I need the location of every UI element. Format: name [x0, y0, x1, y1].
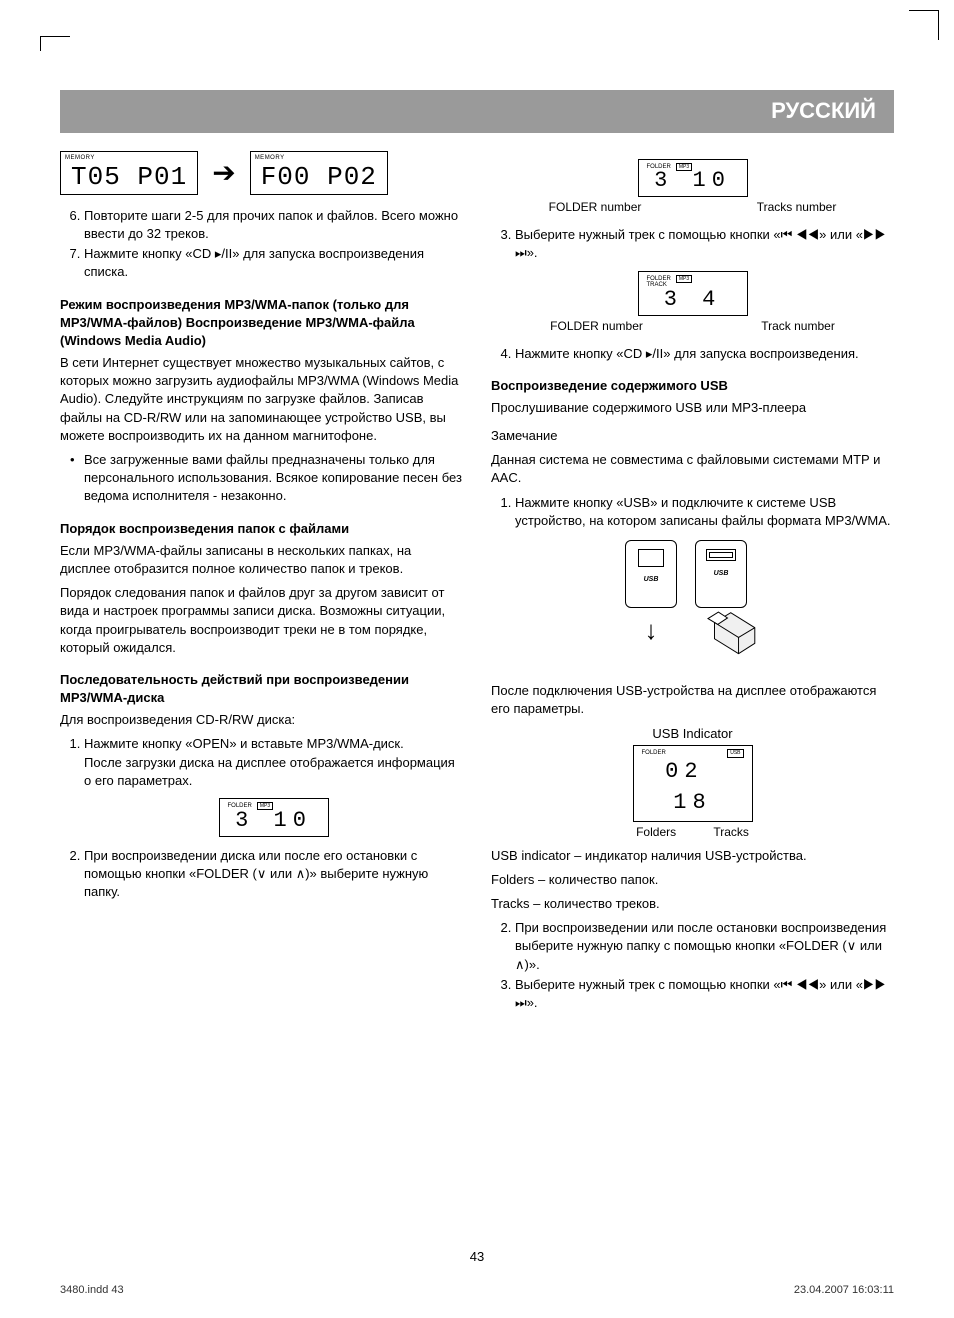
lcd-caption: FOLDER number Track number — [491, 318, 894, 335]
note-text: Данная система не совместима с файловыми… — [491, 451, 894, 487]
list-step3: Выберите нужный трек с помощью кнопки «⏮… — [491, 226, 894, 262]
definition: USB indicator – индикатор наличия USB-ус… — [491, 847, 894, 865]
list-item: Выберите нужный трек с помощью кнопки «⏮… — [515, 976, 894, 1012]
heading-folder-order: Порядок воспроизведения папок с файлами — [60, 520, 463, 538]
lcd-digits-left: T05 P01 — [71, 164, 187, 190]
arrow-right-icon: ➔ — [212, 159, 235, 187]
usb-port-closed: USB — [625, 540, 677, 608]
list-item: Нажмите кнопку «OPEN» и вставьте MP3/WMA… — [84, 735, 463, 836]
lcd-small: FOLDER MP3 3 10 — [219, 798, 329, 837]
list-item: Нажмите кнопку «USB» и подключите к сист… — [515, 494, 894, 530]
lcd-digits: 3 10 — [647, 170, 739, 192]
lcd-small: FOLDER MP3 3 10 — [638, 159, 748, 198]
list-item: Повторите шаги 2-5 для прочих папок и фа… — [84, 207, 463, 243]
lcd-memory-row: MEMORY T05 P01 ➔ MEMORY F00 P02 — [60, 151, 463, 195]
footer: 3480.indd 43 23.04.2007 16:03:11 — [60, 1283, 894, 1298]
caption-folder: FOLDER number — [549, 199, 642, 216]
heading-mp3-mode: Режим воспроизведения MP3/WMA-папок (тол… — [60, 296, 463, 351]
paragraph: Если MP3/WMA-файлы записаны в нескольких… — [60, 542, 463, 578]
usb-indicator-title: USB Indicator — [491, 725, 894, 743]
usb-slot-open-icon — [706, 549, 736, 561]
list-item: При воспроизведении или после остановки … — [515, 919, 894, 974]
header-language: РУССКИЙ — [771, 98, 876, 123]
paragraph: В сети Интернет существует множество муз… — [60, 354, 463, 445]
list-usb-steps-2-3: При воспроизведении или после остановки … — [491, 919, 894, 1012]
caption-folder: FOLDER number — [550, 318, 643, 335]
usb-port-open-group: USB — [695, 540, 760, 668]
text: Нажмите кнопку «OPEN» и вставьте MP3/WMA… — [84, 736, 404, 751]
list-steps-6-7: Повторите шаги 2-5 для прочих папок и фа… — [60, 207, 463, 282]
lcd-memory-right: MEMORY F00 P02 — [250, 151, 388, 195]
caption-folders: Folders — [636, 824, 676, 841]
paragraph: Для воспроизведения CD-R/RW диска: — [60, 711, 463, 729]
header-bar: РУССКИЙ — [60, 90, 894, 133]
lcd-label-mp3: MP3 — [676, 275, 692, 283]
lcd-memory-left: MEMORY T05 P01 — [60, 151, 198, 195]
lcd-label-memory: MEMORY — [65, 154, 95, 162]
footer-file: 3480.indd 43 — [60, 1283, 124, 1298]
crop-mark-tr — [909, 10, 939, 40]
heading-sequence: Последовательность действий при воспроиз… — [60, 671, 463, 707]
columns: MEMORY T05 P01 ➔ MEMORY F00 P02 Повторит… — [60, 151, 894, 1014]
caption-track: Track number — [761, 318, 835, 335]
usb-indicator-figure: USB Indicator FOLDER USB 02 18 Folders T… — [491, 725, 894, 841]
crop-mark-tl — [40, 36, 70, 37]
usb-label: USB — [714, 569, 729, 579]
usb-stick-icon — [695, 608, 760, 663]
list-item: При воспроизведении диска или после его … — [84, 847, 463, 902]
lcd-digits: 3 4 — [647, 289, 739, 311]
left-column: MEMORY T05 P01 ➔ MEMORY F00 P02 Повторит… — [60, 151, 463, 1014]
paragraph: Прослушивание содержимого USB или MP3-пл… — [491, 399, 894, 417]
usb-port-closed-group: USB ↓ — [625, 540, 677, 668]
list-usb-step1: Нажмите кнопку «USB» и подключите к сист… — [491, 494, 894, 530]
list-item: Нажмите кнопку «CD ▸/II» для запуска вос… — [84, 245, 463, 281]
lcd-label-folder: FOLDER — [647, 276, 671, 282]
usb-slot-closed-icon — [638, 549, 664, 567]
right-column: FOLDER MP3 3 10 FOLDER number Tracks num… — [491, 151, 894, 1014]
definition: Tracks – количество треков. — [491, 895, 894, 913]
usb-port-open: USB — [695, 540, 747, 608]
lcd-label-usb: USB — [727, 749, 743, 758]
list-step4: Нажмите кнопку «CD ▸/II» для запуска вос… — [491, 345, 894, 363]
usb-figure: USB ↓ USB — [491, 540, 894, 668]
bullet-list: Все загруженные вами файлы предназначены… — [60, 451, 463, 506]
usb-indicator-lcd: FOLDER USB 02 18 — [633, 745, 753, 822]
lcd-digits: 02 18 — [642, 757, 744, 819]
lcd-folder-tracks: FOLDER MP3 3 10 FOLDER number Tracks num… — [491, 159, 894, 216]
lcd-digits-right: F00 P02 — [261, 164, 377, 190]
caption-tracks: Tracks number — [757, 199, 837, 216]
note-heading: Замечание — [491, 427, 894, 445]
lcd-caption: FOLDER number Tracks number — [491, 199, 894, 216]
lcd-label-memory-2: MEMORY — [255, 154, 285, 162]
text: После загрузки диска на дисплее отобража… — [84, 755, 455, 788]
paragraph: После подключения USB-устройства на дисп… — [491, 682, 894, 718]
list-item: Нажмите кнопку «CD ▸/II» для запуска вос… — [515, 345, 894, 363]
list-item: Все загруженные вами файлы предназначены… — [84, 451, 463, 506]
lcd-digits: 3 10 — [228, 810, 320, 832]
caption-tracks: Tracks — [713, 824, 749, 841]
heading-usb: Воспроизведение содержимого USB — [491, 377, 894, 395]
footer-timestamp: 23.04.2007 16:03:11 — [794, 1283, 894, 1298]
arrow-down-icon: ↓ — [625, 612, 677, 648]
page: РУССКИЙ MEMORY T05 P01 ➔ MEMORY F00 P02 … — [0, 0, 954, 1318]
lcd-folder-track: FOLDER MP3 TRACK 3 4 FOLDER number Track… — [491, 271, 894, 335]
paragraph: Порядок следования папок и файлов друг з… — [60, 584, 463, 657]
list-item: Выберите нужный трек с помощью кнопки «⏮… — [515, 226, 894, 262]
lcd-top-labels: FOLDER USB — [642, 749, 744, 757]
lcd-disc-info: FOLDER MP3 3 10 — [84, 798, 463, 837]
lcd-small: FOLDER MP3 TRACK 3 4 — [638, 271, 748, 316]
page-number: 43 — [0, 1248, 954, 1266]
lcd-label-folder: FOLDER — [642, 750, 666, 756]
list-sequence: Нажмите кнопку «OPEN» и вставьте MP3/WMA… — [60, 735, 463, 901]
lcd-caption: Folders Tracks — [618, 824, 768, 841]
usb-label: USB — [644, 575, 659, 585]
definition: Folders – количество папок. — [491, 871, 894, 889]
